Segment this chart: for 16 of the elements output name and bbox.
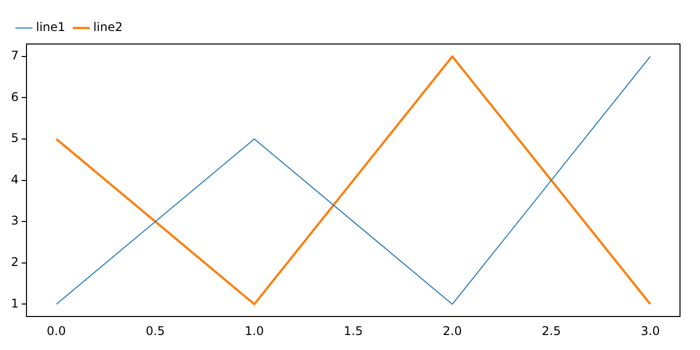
y-tick-label: 5	[10, 131, 19, 146]
legend-label: line1	[36, 20, 66, 34]
x-tick-label: 2.0	[442, 324, 462, 338]
y-tick-label: 1	[10, 296, 19, 310]
y-tick-label: 4	[10, 172, 19, 186]
x-tick-label: 3.0	[640, 324, 660, 338]
y-tick-label: 2	[10, 255, 19, 270]
x-tick-label: 1.0	[244, 324, 264, 338]
y-tick-label: 7	[10, 48, 19, 63]
x-tick-label: 1.5	[344, 324, 363, 338]
y-tick-label: 6	[10, 90, 19, 104]
x-tick-label: 2.5	[542, 324, 561, 338]
y-tick-label: 3	[10, 214, 19, 228]
x-tick-label: 0.5	[146, 324, 165, 338]
legend-label: line2	[93, 20, 123, 34]
x-tick-label: 0.0	[46, 324, 66, 338]
